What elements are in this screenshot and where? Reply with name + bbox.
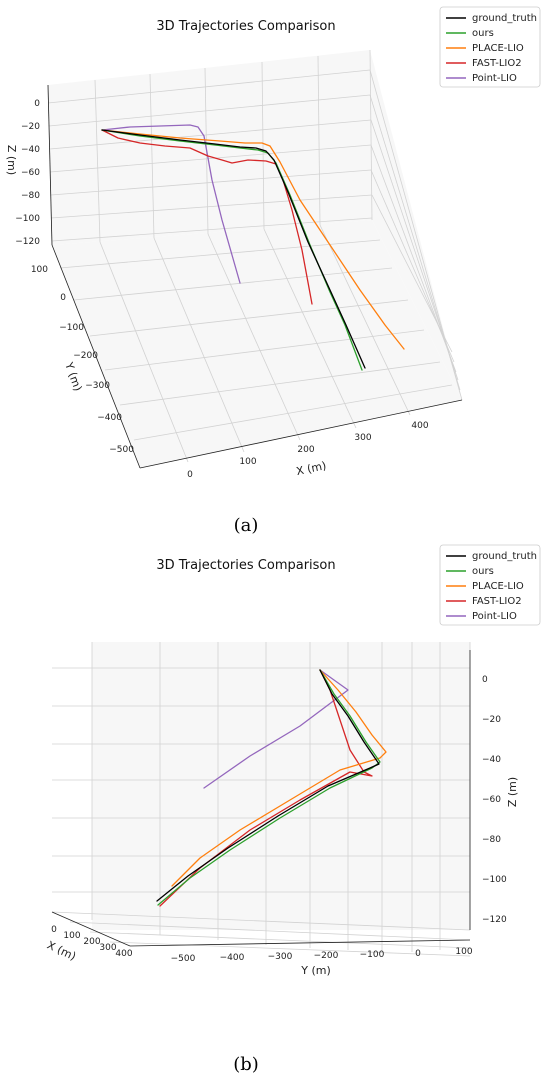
y-tick: −500 bbox=[109, 445, 134, 455]
legend-label: ground_truth bbox=[472, 13, 537, 24]
y-tick: −300 bbox=[85, 381, 110, 391]
y-tick: −100 bbox=[360, 950, 385, 960]
z-tick: −100 bbox=[482, 875, 507, 885]
legend-label: PLACE-LIO bbox=[472, 581, 524, 592]
z-tick: −40 bbox=[21, 145, 40, 155]
series-ground-truth bbox=[156, 669, 380, 902]
series-ours bbox=[157, 669, 381, 906]
chart-a-y-axis-line bbox=[51, 244, 141, 469]
y-tick: −100 bbox=[59, 323, 84, 333]
y-tick: −400 bbox=[97, 413, 122, 423]
z-tick: −80 bbox=[482, 835, 501, 845]
z-tick: 0 bbox=[482, 675, 488, 685]
legend-label: PLACE-LIO bbox=[472, 43, 524, 54]
chart-a-title: 3D Trajectories Comparison bbox=[156, 19, 335, 34]
chart-a-x-ticks: 0 100 200 300 400 bbox=[187, 421, 429, 480]
chart-b-z-label: Z (m) bbox=[506, 777, 519, 807]
y-tick: −400 bbox=[220, 953, 245, 963]
legend-label: FAST-LIO2 bbox=[472, 58, 522, 69]
chart-panel-a: 3D Trajectories Comparison 0 −20 −40 −60… bbox=[5, 6, 541, 536]
legend-frame bbox=[439, 6, 541, 88]
z-tick: −60 bbox=[21, 168, 40, 178]
y-tick: 0 bbox=[60, 293, 66, 303]
y-tick: 100 bbox=[31, 265, 48, 275]
z-tick: −120 bbox=[482, 915, 507, 925]
y-tick: −300 bbox=[268, 952, 293, 962]
legend-label: Point-LIO bbox=[472, 73, 517, 84]
chart-a-y-ticks: 100 0 −100 −200 −300 −400 −500 bbox=[31, 265, 134, 455]
z-tick: −100 bbox=[15, 214, 40, 224]
legend-label: ground_truth bbox=[472, 551, 537, 562]
chart-a-z-axis-line bbox=[47, 84, 53, 246]
chart-b-back-pane bbox=[92, 642, 470, 930]
legend-label: ours bbox=[472, 28, 494, 39]
legend-frame bbox=[439, 544, 541, 626]
series-point-lio bbox=[101, 124, 241, 284]
z-tick: 0 bbox=[34, 99, 40, 109]
chart-panel-b: 3D Trajectories Comparison 0 −20 −40 −60… bbox=[45, 544, 541, 1075]
chart-a-series bbox=[101, 124, 405, 371]
legend-label: Point-LIO bbox=[472, 611, 517, 622]
x-tick: 200 bbox=[297, 445, 314, 455]
chart-b-y-label: Y (m) bbox=[300, 964, 331, 977]
chart-a-side-pane bbox=[370, 50, 462, 400]
series-fast-lio2 bbox=[159, 669, 373, 907]
chart-a-y-label: Y (m) bbox=[62, 360, 85, 393]
x-tick: 0 bbox=[51, 925, 57, 935]
chart-b-z-ticks: 0 −20 −40 −60 −80 −100 −120 bbox=[482, 675, 507, 925]
x-tick: 100 bbox=[63, 931, 80, 941]
z-tick: −40 bbox=[482, 755, 501, 765]
chart-b-y-axis-line bbox=[129, 939, 471, 947]
chart-b-x-ticks: 0 100 200 300 400 bbox=[51, 925, 133, 959]
chart-a-x-axis-line bbox=[139, 399, 463, 469]
series-place-lio bbox=[171, 669, 387, 887]
x-tick: 200 bbox=[83, 937, 100, 947]
series-fast-lio2 bbox=[101, 129, 313, 305]
caption-b: (b) bbox=[233, 1054, 259, 1075]
y-tick: 100 bbox=[455, 947, 472, 957]
chart-a-z-ticks: 0 −20 −40 −60 −80 −100 −120 bbox=[15, 99, 40, 247]
chart-a-legend: ground_truth ours PLACE-LIO FAST-LIO2 Po… bbox=[439, 6, 541, 88]
series-point-lio bbox=[203, 669, 349, 789]
x-tick: 0 bbox=[187, 470, 193, 480]
chart-a-grid bbox=[47, 49, 463, 463]
chart-b-x-label: X (m) bbox=[45, 939, 78, 964]
chart-b-legend: ground_truth ours PLACE-LIO FAST-LIO2 Po… bbox=[439, 544, 541, 626]
chart-a-x-label: X (m) bbox=[295, 459, 327, 478]
y-tick: −200 bbox=[314, 951, 339, 961]
x-tick: 400 bbox=[411, 421, 428, 431]
z-tick: −20 bbox=[21, 122, 40, 132]
x-tick: 300 bbox=[99, 943, 116, 953]
y-tick: −500 bbox=[171, 954, 196, 964]
x-tick: 400 bbox=[115, 949, 132, 959]
chart-a-z-label: Z (m) bbox=[5, 145, 18, 175]
legend-label: ours bbox=[472, 566, 494, 577]
y-tick: 0 bbox=[415, 949, 421, 959]
series-ground-truth bbox=[101, 129, 366, 369]
chart-b-x-axis-line bbox=[51, 911, 131, 947]
z-tick: −60 bbox=[482, 795, 501, 805]
x-tick: 300 bbox=[354, 433, 371, 443]
series-place-lio bbox=[101, 129, 405, 350]
caption-a: (a) bbox=[234, 515, 259, 536]
z-tick: −20 bbox=[482, 715, 501, 725]
chart-b-series bbox=[156, 669, 387, 907]
x-tick: 100 bbox=[239, 457, 256, 467]
z-tick: −80 bbox=[21, 191, 40, 201]
z-tick: −120 bbox=[15, 237, 40, 247]
y-tick: −200 bbox=[73, 351, 98, 361]
legend-label: FAST-LIO2 bbox=[472, 596, 522, 607]
chart-b-title: 3D Trajectories Comparison bbox=[156, 558, 335, 573]
chart-b-y-ticks: −500 −400 −300 −200 −100 0 100 bbox=[171, 947, 473, 964]
chart-a-back-pane bbox=[48, 50, 372, 245]
